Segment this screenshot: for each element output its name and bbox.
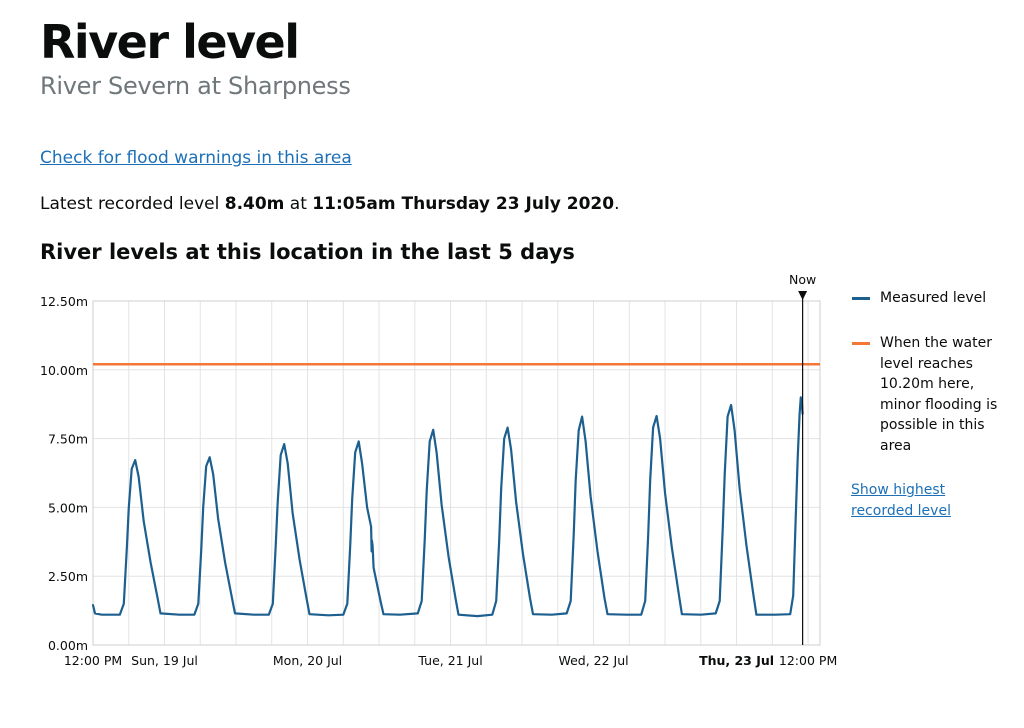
y-tick-label: 2.50m (48, 569, 88, 584)
chart-heading: River levels at this location in the las… (40, 240, 575, 264)
plot-border (92, 300, 821, 646)
legend-measured-level: Measured level (852, 288, 1010, 309)
flood-warnings-link[interactable]: Check for flood warnings in this area (40, 148, 352, 168)
latest-level-value: 8.40m (224, 194, 285, 214)
station-name: River Severn at Sharpness (40, 72, 351, 100)
y-tick-label: 10.00m (40, 363, 88, 378)
measured-level-swatch (852, 297, 870, 300)
now-label: Now (789, 272, 816, 287)
x-tick-label: Tue, 21 Jul (417, 653, 482, 668)
threshold-swatch (852, 342, 870, 345)
river-level-chart: 0.00m 2.50m 5.00m 7.50m 10.00m 12.50m 12:00 PM… (40, 272, 837, 668)
x-tick-label: Thu, 23 Jul (699, 653, 774, 668)
latest-suffix: . (614, 194, 620, 214)
page-title: River level (40, 15, 300, 69)
x-tick-label: Wed, 22 Jul (558, 653, 628, 668)
y-tick-label: 12.50m (40, 294, 88, 309)
show-highest-recorded-link[interactable]: Show highest recorded level (851, 482, 951, 519)
x-tick-label: Sun, 19 Jul (131, 653, 198, 668)
x-tick-label: 12:00 PM (64, 653, 122, 668)
legend-flood-threshold: When the water level reaches 10.20m here… (852, 333, 1010, 456)
series-line-measured-level (91, 396, 804, 618)
legend-measured-label: Measured level (880, 290, 987, 306)
y-tick-label: 0.00m (48, 638, 88, 653)
y-tick-label: 7.50m (48, 432, 88, 447)
latest-datetime: 11:05am Thursday 23 July 2020 (312, 194, 615, 214)
latest-prefix: Latest recorded level (40, 194, 225, 214)
x-tick-label: 12:00 PM (779, 653, 837, 668)
x-tick-label: Mon, 20 Jul (273, 653, 342, 668)
now-marker-icon (798, 291, 808, 300)
legend-threshold-label: When the water level reaches 10.20m here… (880, 335, 998, 454)
latest-reading: Latest recorded level 8.40m at 11:05am T… (40, 194, 620, 214)
latest-middle: at (284, 194, 313, 214)
y-tick-label: 5.00m (48, 500, 88, 515)
